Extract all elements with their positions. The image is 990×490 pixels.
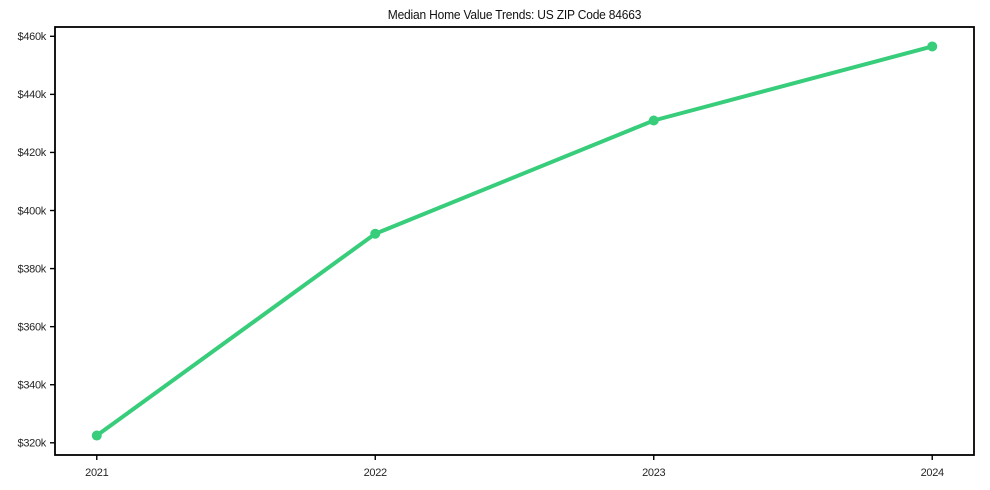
x-axis-tick-label: 2024: [921, 467, 944, 479]
y-axis-tick-label: $460k: [18, 31, 47, 43]
x-axis-tick-label: 2022: [364, 467, 387, 479]
y-axis-tick-label: $340k: [18, 380, 47, 392]
data-point-marker: [927, 41, 938, 52]
y-axis-tick-label: $320k: [18, 438, 47, 450]
y-axis-tick-label: $360k: [18, 321, 47, 333]
y-axis-tick-label: $380k: [18, 263, 47, 275]
y-axis-tick-label: $440k: [18, 89, 47, 101]
trend-line: [94, 44, 935, 438]
chart-title: Median Home Value Trends: US ZIP Code 84…: [387, 8, 642, 22]
y-axis-tick-label: $400k: [18, 205, 47, 217]
data-point-marker: [370, 228, 381, 239]
plot-border: [54, 26, 975, 456]
x-axis-tick-label: 2021: [85, 467, 108, 479]
data-point-marker: [91, 430, 102, 441]
x-axis-tick-label: 2023: [642, 467, 665, 479]
data-point-marker: [648, 115, 659, 126]
y-axis-tick-label: $420k: [18, 147, 47, 159]
